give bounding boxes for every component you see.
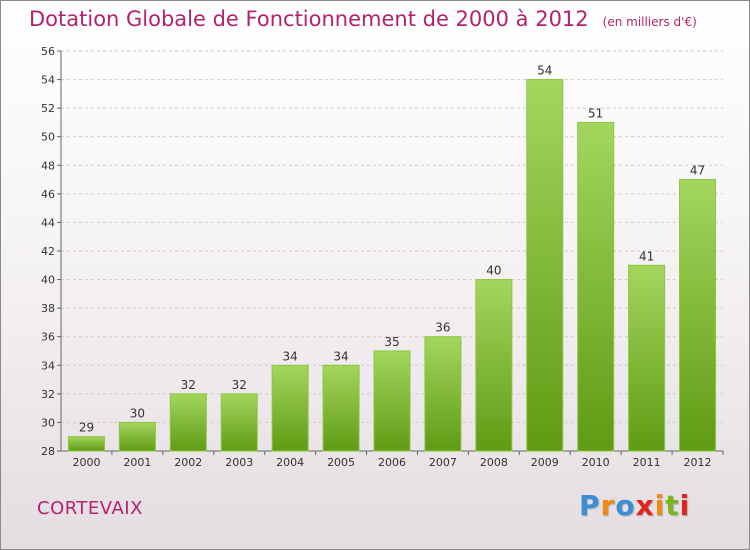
bar — [220, 393, 258, 452]
x-tick-label: 2000 — [72, 456, 100, 469]
y-tick-label: 36 — [41, 331, 55, 344]
commune-name: CORTEVAIX — [37, 498, 143, 519]
proxiti-logo: Proxiti — [579, 489, 690, 522]
bar-value-label: 35 — [384, 335, 399, 349]
x-tick-label: 2011 — [633, 456, 661, 469]
logo-letter: i — [679, 489, 691, 522]
logo-letter: r — [600, 489, 616, 522]
x-tick-label: 2003 — [225, 456, 253, 469]
y-tick-label: 52 — [41, 102, 55, 115]
y-tick-label: 40 — [41, 274, 55, 287]
bar — [628, 264, 666, 452]
y-tick-label: 30 — [41, 416, 55, 429]
y-tick-label: 46 — [41, 188, 55, 201]
bar-value-label: 54 — [537, 64, 552, 78]
bar-value-label: 40 — [486, 264, 501, 278]
bar-value-label: 51 — [588, 106, 603, 120]
x-tick-label: 2012 — [684, 456, 712, 469]
bar — [526, 79, 564, 452]
y-tick-label: 56 — [41, 45, 55, 58]
x-tick-label: 2006 — [378, 456, 406, 469]
chart-title: Dotation Globale de Fonctionnement de 20… — [29, 7, 697, 31]
x-tick-label: 2010 — [582, 456, 610, 469]
bar-value-label: 34 — [333, 349, 348, 363]
y-tick-label: 34 — [41, 359, 55, 372]
chart-title-text: Dotation Globale de Fonctionnement de 20… — [29, 7, 589, 31]
y-tick-label: 32 — [41, 388, 55, 401]
logo-letter: P — [579, 489, 601, 522]
labels: 28 30 32 34 36 38 40 42 44 46 48 50 52 54 56 29 2000 30 20… — [41, 45, 712, 469]
bar — [271, 364, 309, 452]
bar-value-label: 47 — [690, 164, 705, 178]
y-tick-label: 28 — [41, 445, 55, 458]
bars — [67, 79, 717, 452]
x-tick-label: 2007 — [429, 456, 457, 469]
x-tick-label: 2009 — [531, 456, 559, 469]
x-tick-label: 2002 — [174, 456, 202, 469]
logo-letter: t — [665, 489, 680, 522]
y-tick-label: 48 — [41, 159, 55, 172]
bar — [577, 121, 615, 452]
logo-letter: o — [615, 489, 636, 522]
y-tick-label: 38 — [41, 302, 55, 315]
logo-letter: x — [635, 489, 655, 522]
bar — [475, 279, 513, 452]
bar — [67, 436, 105, 452]
logo-letter: i — [654, 489, 666, 522]
bar — [118, 421, 156, 452]
bar — [169, 393, 207, 452]
x-tick-label: 2004 — [276, 456, 304, 469]
x-tick-label: 2001 — [123, 456, 151, 469]
y-tick-label: 54 — [41, 74, 55, 87]
bar-value-label: 32 — [232, 378, 247, 392]
y-tick-label: 50 — [41, 131, 55, 144]
bar-value-label: 29 — [79, 421, 94, 435]
chart-unit-label: (en milliers d'€) — [602, 15, 697, 29]
bar-value-label: 41 — [639, 249, 654, 263]
bar — [679, 179, 717, 452]
x-tick-label: 2008 — [480, 456, 508, 469]
y-tick-label: 44 — [41, 216, 55, 229]
bar — [373, 350, 411, 452]
bar — [424, 336, 462, 452]
bar-value-label: 30 — [130, 406, 145, 420]
bar — [322, 364, 360, 452]
bar-value-label: 32 — [181, 378, 196, 392]
y-tick-label: 42 — [41, 245, 55, 258]
bar-value-label: 34 — [283, 349, 298, 363]
bar-value-label: 36 — [435, 321, 450, 335]
x-tick-label: 2005 — [327, 456, 355, 469]
